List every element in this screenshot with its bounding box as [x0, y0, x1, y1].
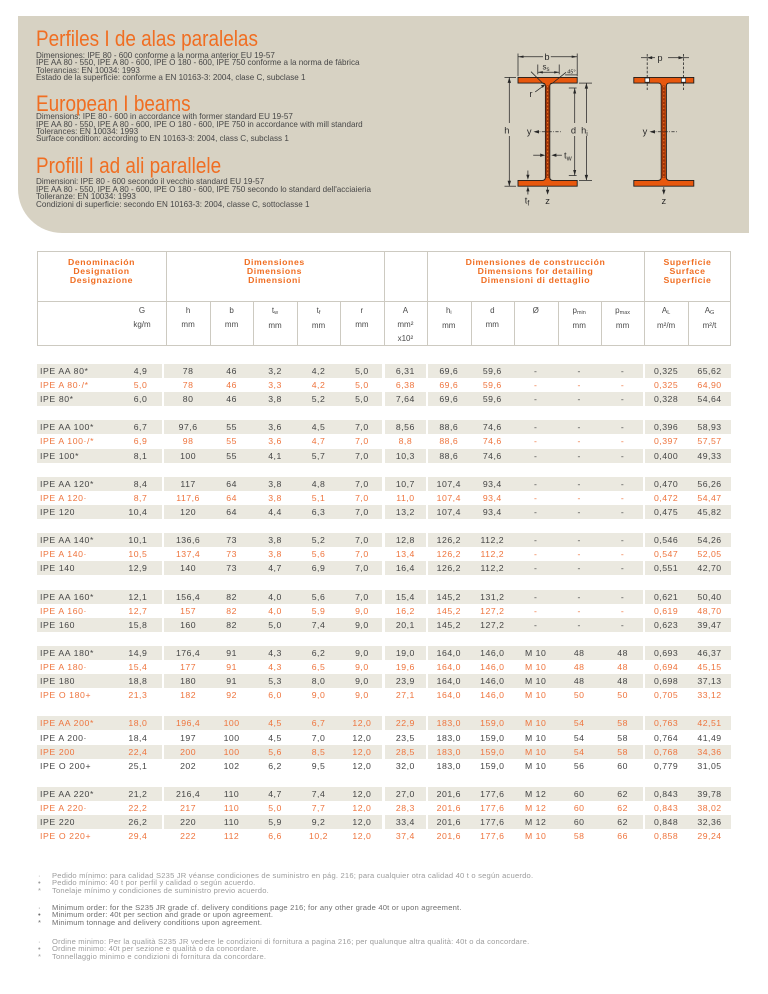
svg-text:y: y [527, 127, 532, 137]
svg-text:b: b [544, 52, 549, 62]
svg-text:z: z [661, 196, 666, 206]
svg-text:ss: ss [543, 62, 550, 73]
svg-text:hi: hi [581, 126, 588, 139]
svg-text:h: h [504, 126, 509, 136]
svg-text:r: r [529, 89, 532, 99]
svg-text:45°: 45° [567, 70, 576, 76]
svg-text:tf: tf [525, 196, 530, 208]
svg-text:y: y [643, 127, 648, 137]
svg-text:tw: tw [564, 151, 573, 163]
svg-text:p: p [657, 53, 662, 63]
svg-text:d: d [571, 126, 576, 136]
svg-text:z: z [545, 196, 550, 206]
